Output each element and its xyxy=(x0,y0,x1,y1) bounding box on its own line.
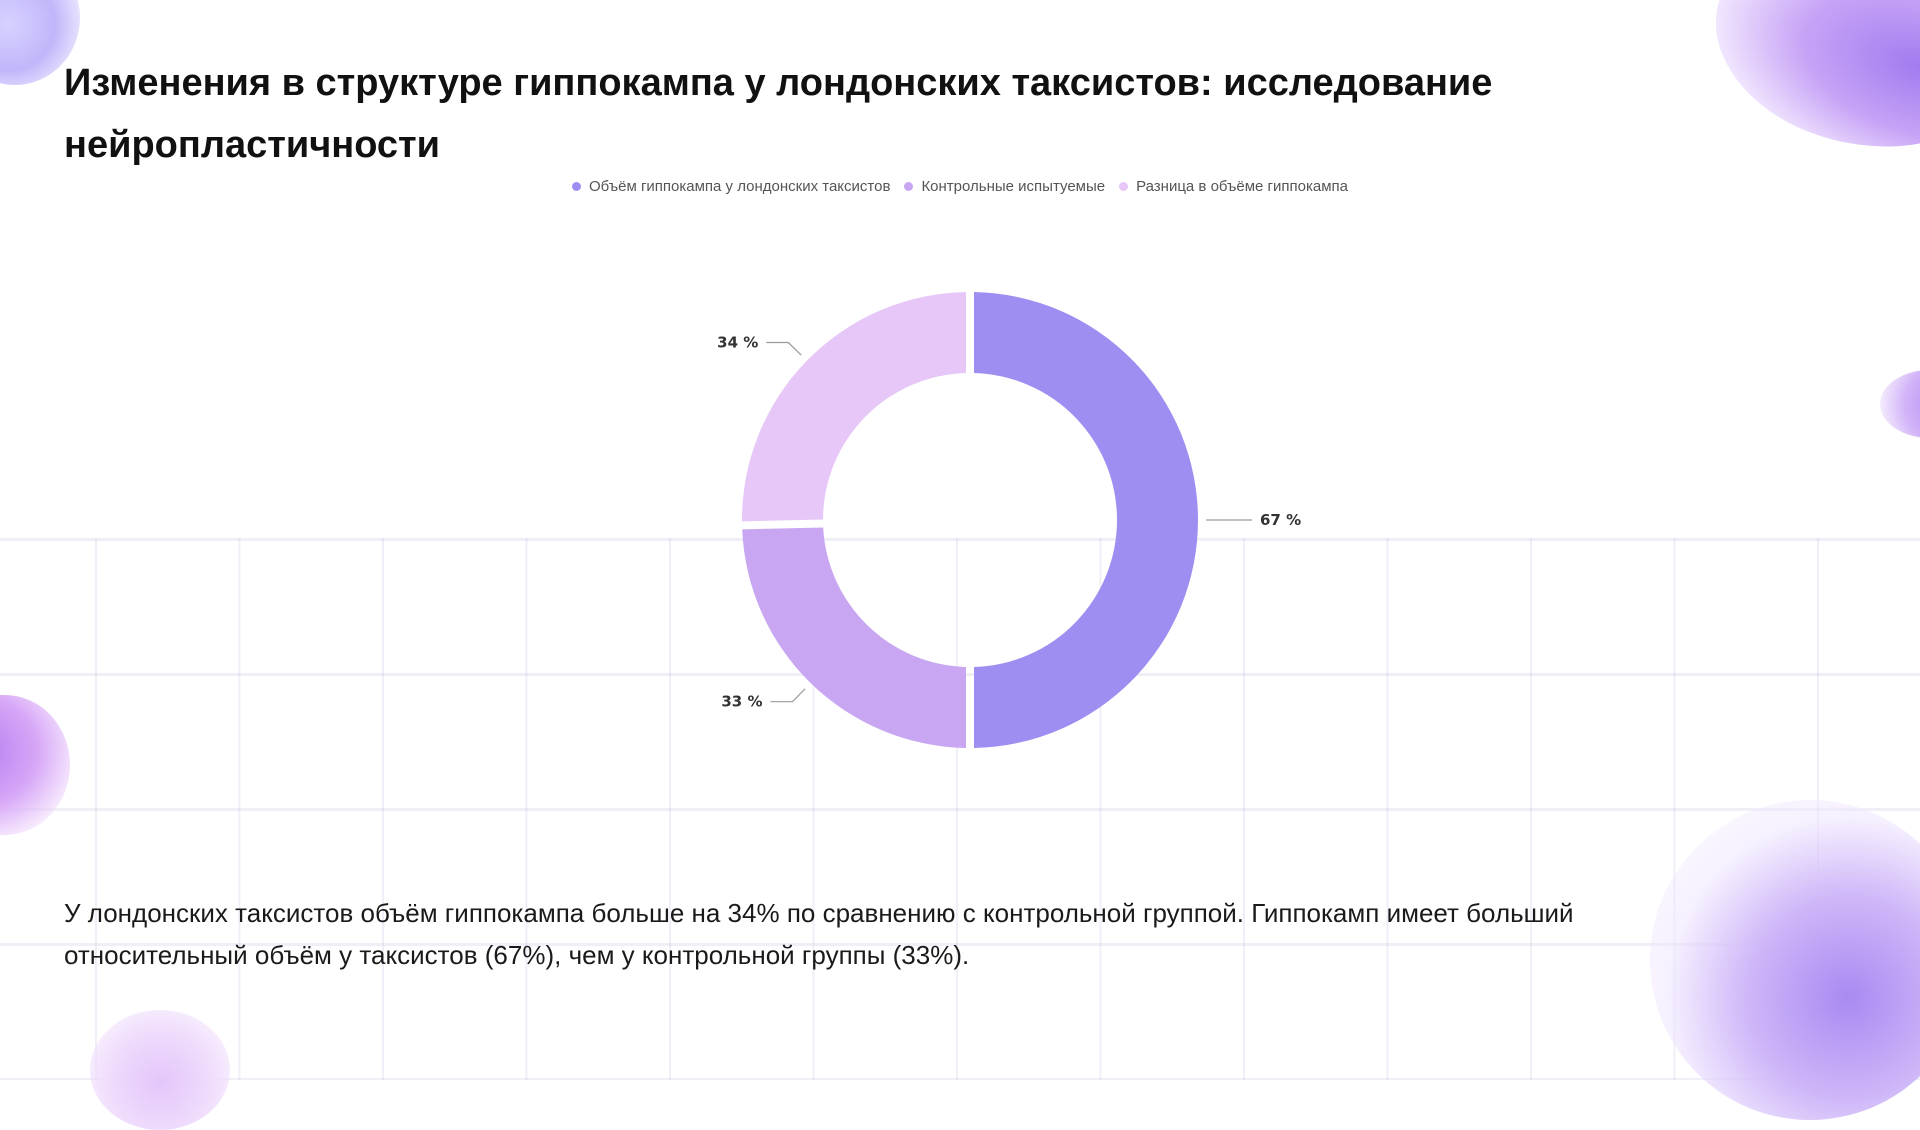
data-label-control: 33 % xyxy=(721,693,762,711)
legend-swatch-control xyxy=(904,182,914,191)
leader-line-control xyxy=(770,688,806,703)
chart-legend: Объём гиппокампа у лондонских таксистов … xyxy=(0,178,1920,195)
legend-label-taxi: Объём гиппокампа у лондонских таксистов xyxy=(588,178,891,195)
page-title: Изменения в структуре гиппокампа у лондо… xyxy=(64,62,1493,166)
legend-swatch-difference xyxy=(1119,182,1129,191)
donut-slice-control[interactable] xyxy=(742,527,967,748)
donut-chart: 67 % 33 % 34 % xyxy=(717,292,1301,748)
data-label-taxi: 67 % xyxy=(1260,511,1301,529)
legend-item-taxi[interactable]: Объём гиппокампа у лондонских таксистов xyxy=(571,178,891,195)
legend-label-difference: Разница в объёме гиппокампа xyxy=(1136,178,1348,195)
legend-item-control[interactable]: Контрольные испытуемые xyxy=(904,178,1105,195)
donut-slice-taxi[interactable] xyxy=(973,292,1198,748)
legend-swatch-taxi xyxy=(571,182,581,191)
legend-label-control: Контрольные испытуемые xyxy=(921,178,1106,195)
decorative-blob-bottom-right xyxy=(1650,800,1920,1120)
legend-item-difference[interactable]: Разница в объёме гиппокампа xyxy=(1119,178,1348,195)
summary-text: У лондонских таксистов объём гиппокампа … xyxy=(64,898,1574,970)
data-label-difference: 34 % xyxy=(717,334,758,352)
grid-background xyxy=(0,538,1920,1080)
leader-line-difference xyxy=(766,341,802,356)
donut-slice-difference[interactable] xyxy=(742,292,967,522)
